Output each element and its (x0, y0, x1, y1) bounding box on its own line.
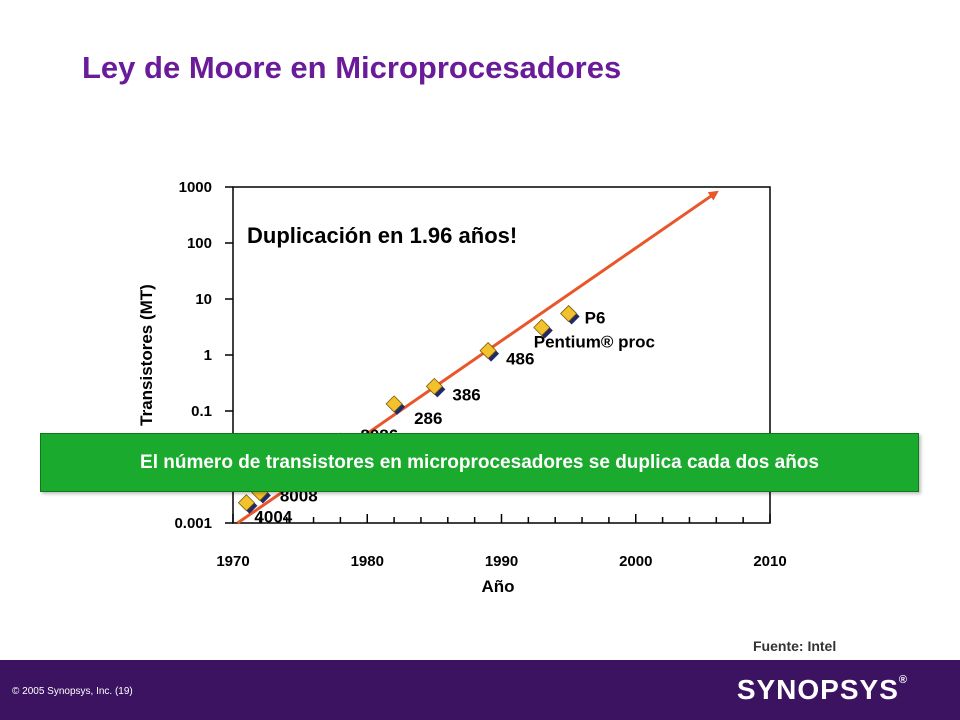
marker (385, 395, 403, 413)
y-tick-label: 0.001 (174, 515, 212, 532)
x-tick-label: 1990 (485, 553, 518, 570)
marker (479, 342, 497, 360)
marker (533, 318, 551, 337)
y-tick-label: 1 (204, 347, 212, 364)
y-tick-label: 100 (187, 235, 212, 252)
x-tick-label: 1980 (351, 553, 384, 570)
x-tick-label: 1970 (216, 553, 249, 570)
y-tick-label: 0.1 (191, 403, 212, 420)
point-label: Pentium® proc (534, 332, 655, 351)
data-point: Pentium® proc (533, 318, 655, 351)
marker (560, 304, 578, 323)
banner-text: El número de transistores en microproces… (140, 451, 819, 473)
y-tick-label: 1000 (179, 179, 212, 196)
axis-ticks (225, 186, 771, 524)
point-label: 4004 (254, 508, 292, 527)
marker (237, 494, 255, 512)
axis-tick-labels: 1970 1980 1990 2000 2010 0.001 0.1 1 10 100 1000 (174, 179, 786, 570)
point-label: P6 (585, 309, 606, 328)
marker (425, 377, 443, 395)
logo-registered-mark: ® (898, 674, 908, 686)
summary-banner: El número de transistores en microproces… (40, 433, 919, 492)
data-point: 286 (385, 395, 442, 428)
copyright-text: © 2005 Synopsys, Inc. (19) (12, 686, 133, 697)
y-tick-label: 10 (195, 291, 212, 308)
x-tick-label: 2010 (753, 553, 786, 570)
logo-text: SYNOPSYS (736, 674, 899, 705)
point-label: 486 (506, 350, 534, 369)
x-tick-label: 2000 (619, 553, 652, 570)
footer-bar: © 2005 Synopsys, Inc. (19) SYNOPSYS® (0, 660, 960, 720)
y-axis-title: Transistores (MT) (137, 284, 156, 426)
data-point: 486 (479, 342, 534, 369)
data-point: 386 (425, 377, 481, 404)
page-title: Ley de Moore en Microprocesadores (82, 50, 622, 85)
point-label: 286 (414, 409, 442, 428)
data-point: 4004 (237, 494, 293, 527)
x-axis-title: Año (481, 577, 514, 596)
point-label: 386 (452, 385, 480, 404)
source-note: Fuente: Intel (753, 638, 837, 654)
synopsys-logo: SYNOPSYS® (737, 674, 908, 706)
data-point: P6 (560, 304, 606, 328)
annotation-text: Duplicación en 1.96 años! (247, 223, 517, 248)
